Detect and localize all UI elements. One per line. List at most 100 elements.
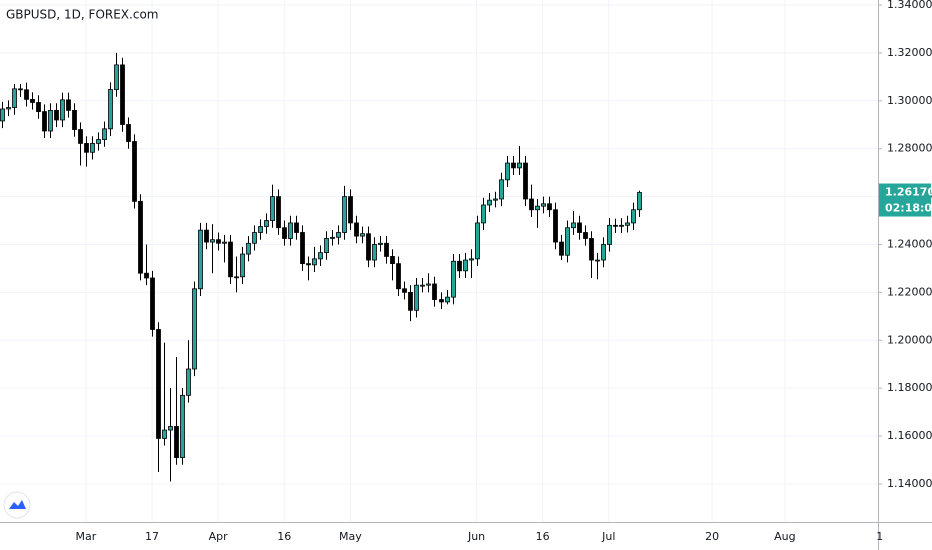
last-price-label: 1.26170	[885, 186, 932, 199]
candle-body	[487, 199, 492, 206]
candle-body	[156, 329, 161, 439]
candle-body	[42, 111, 47, 132]
candle-body	[402, 288, 407, 293]
candle-body	[198, 229, 203, 290]
candle-body	[565, 227, 570, 256]
grid	[0, 0, 878, 522]
candle-body	[72, 109, 77, 130]
candle-body	[481, 204, 486, 224]
logo[interactable]	[3, 491, 31, 519]
candle-body	[601, 244, 606, 261]
candle-body	[571, 222, 576, 229]
x-tick-label: Mar	[76, 530, 97, 543]
candle-body	[36, 102, 41, 112]
y-tick-label: 1.22000	[887, 285, 932, 298]
candle-body	[577, 222, 582, 233]
countdown-label: 02:18:09	[885, 202, 932, 215]
candle-body	[535, 205, 540, 211]
y-tick-label: 1.28000	[887, 142, 932, 155]
y-tick-label: 1.14000	[887, 477, 932, 490]
candle-body	[559, 241, 564, 256]
x-tick-label: 1	[876, 530, 883, 543]
y-tick-label: 1.32000	[887, 46, 932, 59]
x-tick-label: 17	[145, 530, 159, 543]
candle-body	[150, 277, 155, 330]
candle-body	[246, 242, 251, 255]
candle-body	[60, 99, 65, 121]
candle-body	[66, 99, 71, 111]
candle-body	[90, 143, 95, 153]
candle-body	[360, 233, 365, 237]
candle-body	[300, 232, 305, 265]
candle-body	[204, 229, 209, 243]
axes: 1.14000 1.16000 1.18000 1.20000 1.22000 1.240…	[76, 0, 932, 543]
candle-body	[12, 88, 17, 108]
candle-body	[126, 124, 131, 142]
candle-body	[589, 238, 594, 261]
x-tick-label: 20	[705, 530, 719, 543]
candle-body	[342, 196, 347, 233]
candle-body	[306, 263, 311, 266]
candle-body	[378, 242, 383, 245]
candle-body	[493, 198, 498, 201]
candle-body	[384, 242, 389, 257]
candle-body	[282, 227, 287, 239]
candle-body	[6, 107, 11, 110]
candle-body	[288, 222, 293, 239]
candle-body	[619, 224, 624, 227]
y-tick-label: 1.20000	[887, 333, 932, 346]
candle-body	[168, 426, 173, 431]
y-tick-label: 1.16000	[887, 429, 932, 442]
candle-body	[0, 108, 5, 122]
candle-body	[463, 259, 468, 272]
candle-body	[18, 88, 23, 91]
candle-body	[270, 196, 275, 221]
x-tick-label: 16	[536, 530, 550, 543]
candle-body	[192, 288, 197, 370]
candle-body	[366, 233, 371, 261]
candle-body	[102, 128, 107, 140]
x-tick-label: Jun	[467, 530, 485, 543]
candle-body	[607, 224, 612, 245]
candle-body	[174, 426, 179, 458]
y-tick-label: 1.34000	[887, 0, 932, 11]
x-tick-label: May	[339, 530, 362, 543]
last-price-box	[879, 183, 931, 201]
candle-body	[162, 429, 167, 439]
x-tick-label: Jul	[601, 530, 615, 543]
candle-body	[414, 284, 419, 311]
candle-body	[96, 139, 101, 144]
candle-body	[426, 283, 431, 286]
candle-body	[541, 203, 546, 207]
candle-body	[547, 203, 552, 211]
y-tick-label: 1.18000	[887, 381, 932, 394]
candle-body	[451, 260, 456, 298]
candle-body	[475, 222, 480, 260]
candle-body	[439, 299, 444, 303]
logo-mark	[9, 500, 26, 509]
candle-body	[84, 143, 89, 153]
candle-body	[637, 192, 642, 211]
candle-body	[228, 241, 233, 278]
candle-body	[469, 258, 474, 261]
candle-body	[294, 222, 299, 233]
candle-body	[114, 64, 119, 90]
candle-body	[511, 162, 516, 169]
candle-body	[210, 239, 215, 243]
candle-body	[216, 239, 221, 244]
candle-body	[529, 198, 534, 211]
candle-body	[631, 209, 636, 224]
chart-title: GBPUSD, 1D, FOREX.com	[6, 8, 158, 22]
candle-body	[222, 241, 227, 244]
candle-body	[432, 283, 437, 300]
candle-body	[276, 196, 281, 229]
x-tick-label: Apr	[209, 530, 229, 543]
candle-body	[78, 129, 83, 144]
candle-body	[457, 260, 462, 272]
candle-body	[390, 256, 395, 265]
candle-body	[120, 64, 125, 125]
candle-body	[625, 222, 630, 226]
candle-body	[252, 232, 257, 244]
